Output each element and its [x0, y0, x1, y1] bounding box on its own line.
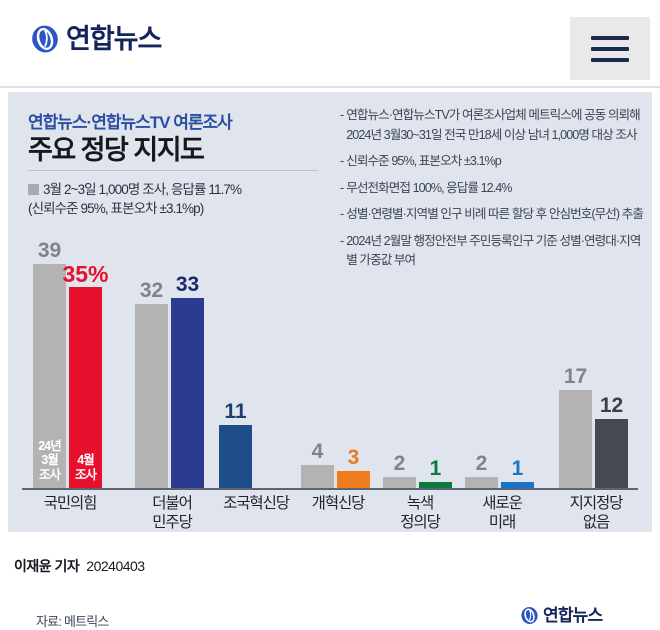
bar-value-label: 3 — [347, 446, 360, 469]
category-label: 녹색 정의당 — [400, 495, 441, 531]
bar-rect: 2 — [465, 453, 498, 488]
bar-rect: 1 — [419, 458, 452, 488]
bar-rect: 17 — [559, 366, 592, 488]
bar-value-label: 1 — [511, 457, 524, 480]
note-item: - 신뢰수준 95%, 표본오차 ±3.1%p — [340, 152, 645, 172]
note-item: - 2024년 2월말 행정안전부 주민등록인구 기준 성별·연령대·지역별 가… — [340, 232, 645, 271]
bar-rect: 11 — [219, 401, 252, 488]
chart-title: 주요 정당 지지도 — [28, 135, 205, 165]
category-label: 조국혁신당 — [223, 495, 290, 512]
byline: 이재윤 기자 20240403 — [14, 556, 145, 576]
bar-value-label: 17 — [563, 365, 588, 388]
bar-value-label: 12 — [599, 394, 624, 417]
yonhap-logo-icon — [521, 606, 538, 625]
site-header: 연합뉴스 — [0, 0, 660, 88]
legend-primary: 3월 2~3일 1,000명 조사, 응답률 11.7% — [28, 180, 328, 199]
bar-group: 11 — [219, 401, 252, 488]
bar-value-label: 33 — [175, 273, 200, 296]
bar-previous: 4 — [301, 441, 334, 488]
title-divider — [28, 170, 318, 171]
note-dash: - — [340, 108, 344, 122]
note-text: 2024년 2월말 행정안전부 주민등록인구 기준 성별·연령대·지역별 가중값… — [346, 233, 641, 268]
bar-inline-label: 24년 3월 조사 — [38, 438, 61, 482]
category-label: 더불어 민주당 — [152, 495, 193, 531]
chart-source: 자료: 메트릭스 — [36, 614, 109, 629]
note-text: 무선전화면접 100%, 응답률 12.4% — [346, 180, 512, 195]
bar-value-label: 1 — [429, 457, 442, 480]
yonhap-logo-icon — [32, 25, 58, 53]
chart-baseline — [22, 488, 638, 490]
bar-inline-label: 4월 조사 — [74, 453, 97, 482]
bar-rect: 39 24년 3월 조사 — [33, 240, 66, 488]
note-dash: - — [340, 207, 344, 221]
byline-reporter: 이재윤 기자 — [14, 558, 80, 574]
methodology-notes: - 연합뉴스·연합뉴스TV가 여론조사업체 메트릭스에 공동 의뢰해 2024년… — [340, 106, 645, 278]
note-item: - 성별·연령별·지역별 인구 비례 따른 할당 후 안심번호(무선) 추출 — [340, 205, 645, 225]
note-item: - 무선전화면접 100%, 응답률 12.4% — [340, 179, 645, 199]
bar-rect: 2 — [383, 453, 416, 488]
footer-brand: 연합뉴스 — [520, 606, 603, 625]
bar-group: 17 12 — [559, 366, 628, 488]
bar-rect: 1 — [501, 458, 534, 488]
bar-chart: 39 24년 3월 조사 35% 4월 조사 국민의힘 32 33 더불어 민주당 11 조국혁신… — [8, 220, 652, 532]
category-label: 국민의힘 — [43, 495, 98, 512]
bar-rect: 33 — [171, 274, 204, 488]
bar-value-label: 11 — [224, 400, 247, 423]
bar-current: 1 — [419, 458, 452, 488]
bar-group: 32 33 — [135, 274, 204, 488]
byline-date: 20240403 — [86, 558, 145, 574]
bar-value-label: 2 — [475, 452, 488, 475]
hamburger-bar-1 — [591, 35, 629, 40]
bar-group: 39 24년 3월 조사 35% 4월 조사 — [33, 240, 109, 488]
legend-swatch-icon — [28, 184, 39, 195]
infographic-panel: 연합뉴스·연합뉴스TV 여론조사 주요 정당 지지도 3월 2~3일 1,000… — [8, 92, 652, 629]
bar-rect: 3 — [337, 447, 370, 488]
bar-current: 1 — [501, 458, 534, 488]
category-label: 지지정당 없음 — [569, 495, 624, 531]
bar-rect: 4 — [301, 441, 334, 488]
bar-rect: 35% 4월 조사 — [62, 263, 109, 488]
bar-rect: 32 — [135, 280, 168, 488]
bar-value-label: 35% — [62, 261, 109, 287]
note-text: 성별·연령별·지역별 인구 비례 따른 할당 후 안심번호(무선) 추출 — [346, 207, 644, 221]
site-brand[interactable]: 연합뉴스 — [30, 24, 162, 54]
bar-previous: 32 — [135, 280, 168, 488]
note-item: - 연합뉴스·연합뉴스TV가 여론조사업체 메트릭스에 공동 의뢰해 2024년… — [340, 106, 645, 145]
bar-current: 33 — [171, 274, 204, 488]
legend-secondary: (신뢰수준 95%, 표본오차 ±3.1%p) — [28, 201, 204, 216]
bar-current: 11 — [219, 401, 252, 488]
note-text: 연합뉴스·연합뉴스TV가 여론조사업체 메트릭스에 공동 의뢰해 2024년 3… — [346, 108, 640, 142]
bar-previous: 39 24년 3월 조사 — [33, 240, 66, 488]
bar-current: 3 — [337, 447, 370, 488]
bar-current: 35% 4월 조사 — [62, 263, 109, 488]
header-divider — [0, 86, 660, 88]
category-label: 새로운 미래 — [482, 495, 523, 531]
bar-value-label: 2 — [393, 452, 406, 475]
chart-eyebrow: 연합뉴스·연합뉴스TV 여론조사 — [28, 113, 233, 132]
legend-primary-text: 3월 2~3일 1,000명 조사, 응답률 11.7% — [43, 182, 242, 197]
bar-current: 12 — [595, 395, 628, 488]
category-label: 개혁신당 — [311, 495, 366, 512]
note-text: 신뢰수준 95%, 표본오차 ±3.1%p — [346, 154, 502, 168]
bar-previous: 2 — [465, 453, 498, 488]
note-dash: - — [340, 154, 344, 168]
footer-brand-text: 연합뉴스 — [543, 606, 603, 625]
hamburger-menu-button[interactable] — [570, 17, 650, 80]
hamburger-bar-2 — [591, 46, 629, 51]
note-dash: - — [340, 180, 344, 195]
bar-value-label: 39 — [37, 239, 62, 262]
hamburger-bar-3 — [591, 57, 629, 62]
bar-previous: 17 — [559, 366, 592, 488]
bar-previous: 2 — [383, 453, 416, 488]
bar-value-label: 4 — [311, 440, 324, 463]
site-brand-text: 연합뉴스 — [66, 24, 162, 54]
note-dash: - — [340, 233, 344, 248]
bar-value-label: 32 — [139, 279, 164, 302]
bar-rect: 12 — [595, 395, 628, 488]
